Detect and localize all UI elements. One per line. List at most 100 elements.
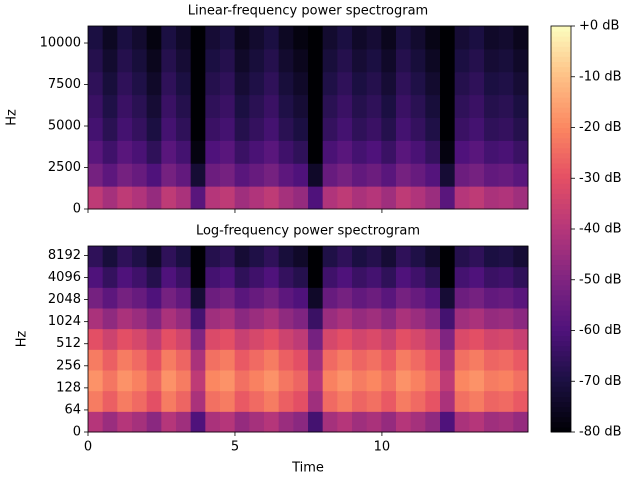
spectrogram-cell	[249, 287, 265, 309]
spectrogram-cell	[410, 71, 426, 96]
spectrogram-cell	[322, 71, 338, 96]
spectrogram-cell	[161, 48, 177, 73]
spectrogram-cell	[337, 349, 353, 371]
spectrogram-cell	[366, 186, 382, 210]
spectrogram-cell	[352, 163, 368, 187]
spectrogram-cell	[176, 246, 192, 268]
colorbar-swatch	[551, 325, 571, 331]
spectrogram-cell	[498, 186, 514, 210]
spectrogram-cell	[454, 94, 470, 118]
spectrogram-cell	[322, 390, 338, 412]
spectrogram-cell	[190, 246, 206, 268]
spectrogram-cell	[220, 140, 236, 164]
spectrogram-cell	[513, 411, 529, 433]
spectrogram-cell	[176, 411, 192, 433]
spectrogram-cell	[469, 349, 485, 371]
colorbar-swatch	[551, 254, 571, 260]
spectrogram-cell	[234, 246, 250, 268]
spectrogram-cell	[249, 246, 265, 268]
spectrogram-cell	[176, 140, 192, 164]
spectrogram-cell	[102, 411, 118, 433]
spectrogram-cell	[293, 94, 309, 118]
spectrogram-cell	[293, 266, 309, 288]
spectrogram-cell	[454, 370, 470, 392]
spectrogram-cell	[425, 266, 441, 288]
chart-title: Linear-frequency power spectrogram	[188, 4, 428, 19]
spectrogram-cell	[220, 163, 236, 187]
y-tick-label: 10000	[40, 36, 81, 51]
colorbar-swatch	[551, 193, 571, 200]
spectrogram-cell	[264, 71, 280, 96]
spectrogram-cell	[205, 390, 221, 412]
spectrogram-cell	[381, 287, 397, 309]
spectrogram-cell	[205, 308, 221, 330]
spectrogram-cell	[308, 48, 324, 73]
spectrogram-cell	[498, 266, 514, 288]
colorbar-swatch	[551, 315, 571, 321]
colorbar-swatch	[551, 274, 571, 281]
spectrogram-cell	[117, 48, 133, 73]
spectrogram-cell	[381, 370, 397, 392]
spectrogram-cell	[396, 308, 412, 330]
spectrogram-cell	[454, 287, 470, 309]
spectrogram-cell	[308, 186, 324, 210]
spectrogram-cell	[366, 328, 382, 350]
spectrogram-cell	[440, 266, 456, 288]
y-tick-label: 4096	[48, 270, 81, 285]
colorbar-tick-label: -10 dB	[579, 69, 622, 84]
spectrogram-cell	[234, 186, 250, 210]
spectrogram-cell	[117, 411, 133, 433]
spectrogram-cell	[308, 163, 324, 187]
spectrogram-cell	[161, 411, 177, 433]
colorbar-swatch	[551, 376, 571, 382]
spectrogram-cell	[146, 308, 162, 330]
spectrogram-cell	[425, 328, 441, 350]
spectrogram-cell	[308, 140, 324, 164]
spectrogram-cell	[498, 390, 514, 412]
spectrogram-cell	[381, 26, 397, 50]
colorbar-swatch	[551, 142, 571, 149]
spectrogram-cell	[484, 266, 500, 288]
spectrogram-cell	[220, 328, 236, 350]
spectrogram-cell	[234, 411, 250, 433]
colorbar-swatch	[551, 340, 571, 347]
colorbar-tick-label: -70 dB	[579, 374, 622, 389]
spectrogram-cell	[352, 390, 368, 412]
y-tick-label: 128	[56, 380, 81, 395]
spectrogram-cell	[102, 328, 118, 350]
spectrogram-cell	[425, 370, 441, 392]
spectrogram-cell	[278, 370, 294, 392]
spectrogram-cell	[278, 411, 294, 433]
colorbar-swatch	[551, 350, 571, 357]
spectrogram-cell	[278, 48, 294, 73]
spectrogram-cell	[205, 94, 221, 118]
spectrogram-cell	[146, 48, 162, 73]
colorbar-swatch	[551, 259, 571, 266]
spectrogram-cell	[132, 26, 148, 50]
spectrogram-cell	[469, 411, 485, 433]
colorbar-tick-label: -60 dB	[579, 323, 622, 338]
spectrogram-cell	[220, 186, 236, 210]
spectrogram-cell	[440, 48, 456, 73]
spectrogram-cell	[249, 411, 265, 433]
spectrogram-cell	[469, 246, 485, 268]
colorbar-swatch	[551, 147, 571, 154]
spectrogram-cell	[366, 246, 382, 268]
spectrogram-cell	[220, 71, 236, 96]
spectrogram-cell	[249, 117, 265, 141]
spectrogram-cell	[469, 370, 485, 392]
y-tick-label: 2500	[48, 160, 81, 175]
colorbar-swatch	[551, 203, 571, 210]
spectrogram-cell	[234, 308, 250, 330]
spectrogram-cell	[190, 266, 206, 288]
x-tick-label: 10	[374, 440, 391, 455]
spectrogram-cell	[146, 186, 162, 210]
spectrogram-cell	[484, 140, 500, 164]
spectrogram-cell	[308, 349, 324, 371]
spectrogram-cell	[425, 308, 441, 330]
x-tick-label: 0	[84, 440, 92, 455]
spectrogram-cell	[249, 390, 265, 412]
spectrogram-cell	[484, 287, 500, 309]
spectrogram-cell	[146, 117, 162, 141]
spectrogram-cell	[322, 117, 338, 141]
